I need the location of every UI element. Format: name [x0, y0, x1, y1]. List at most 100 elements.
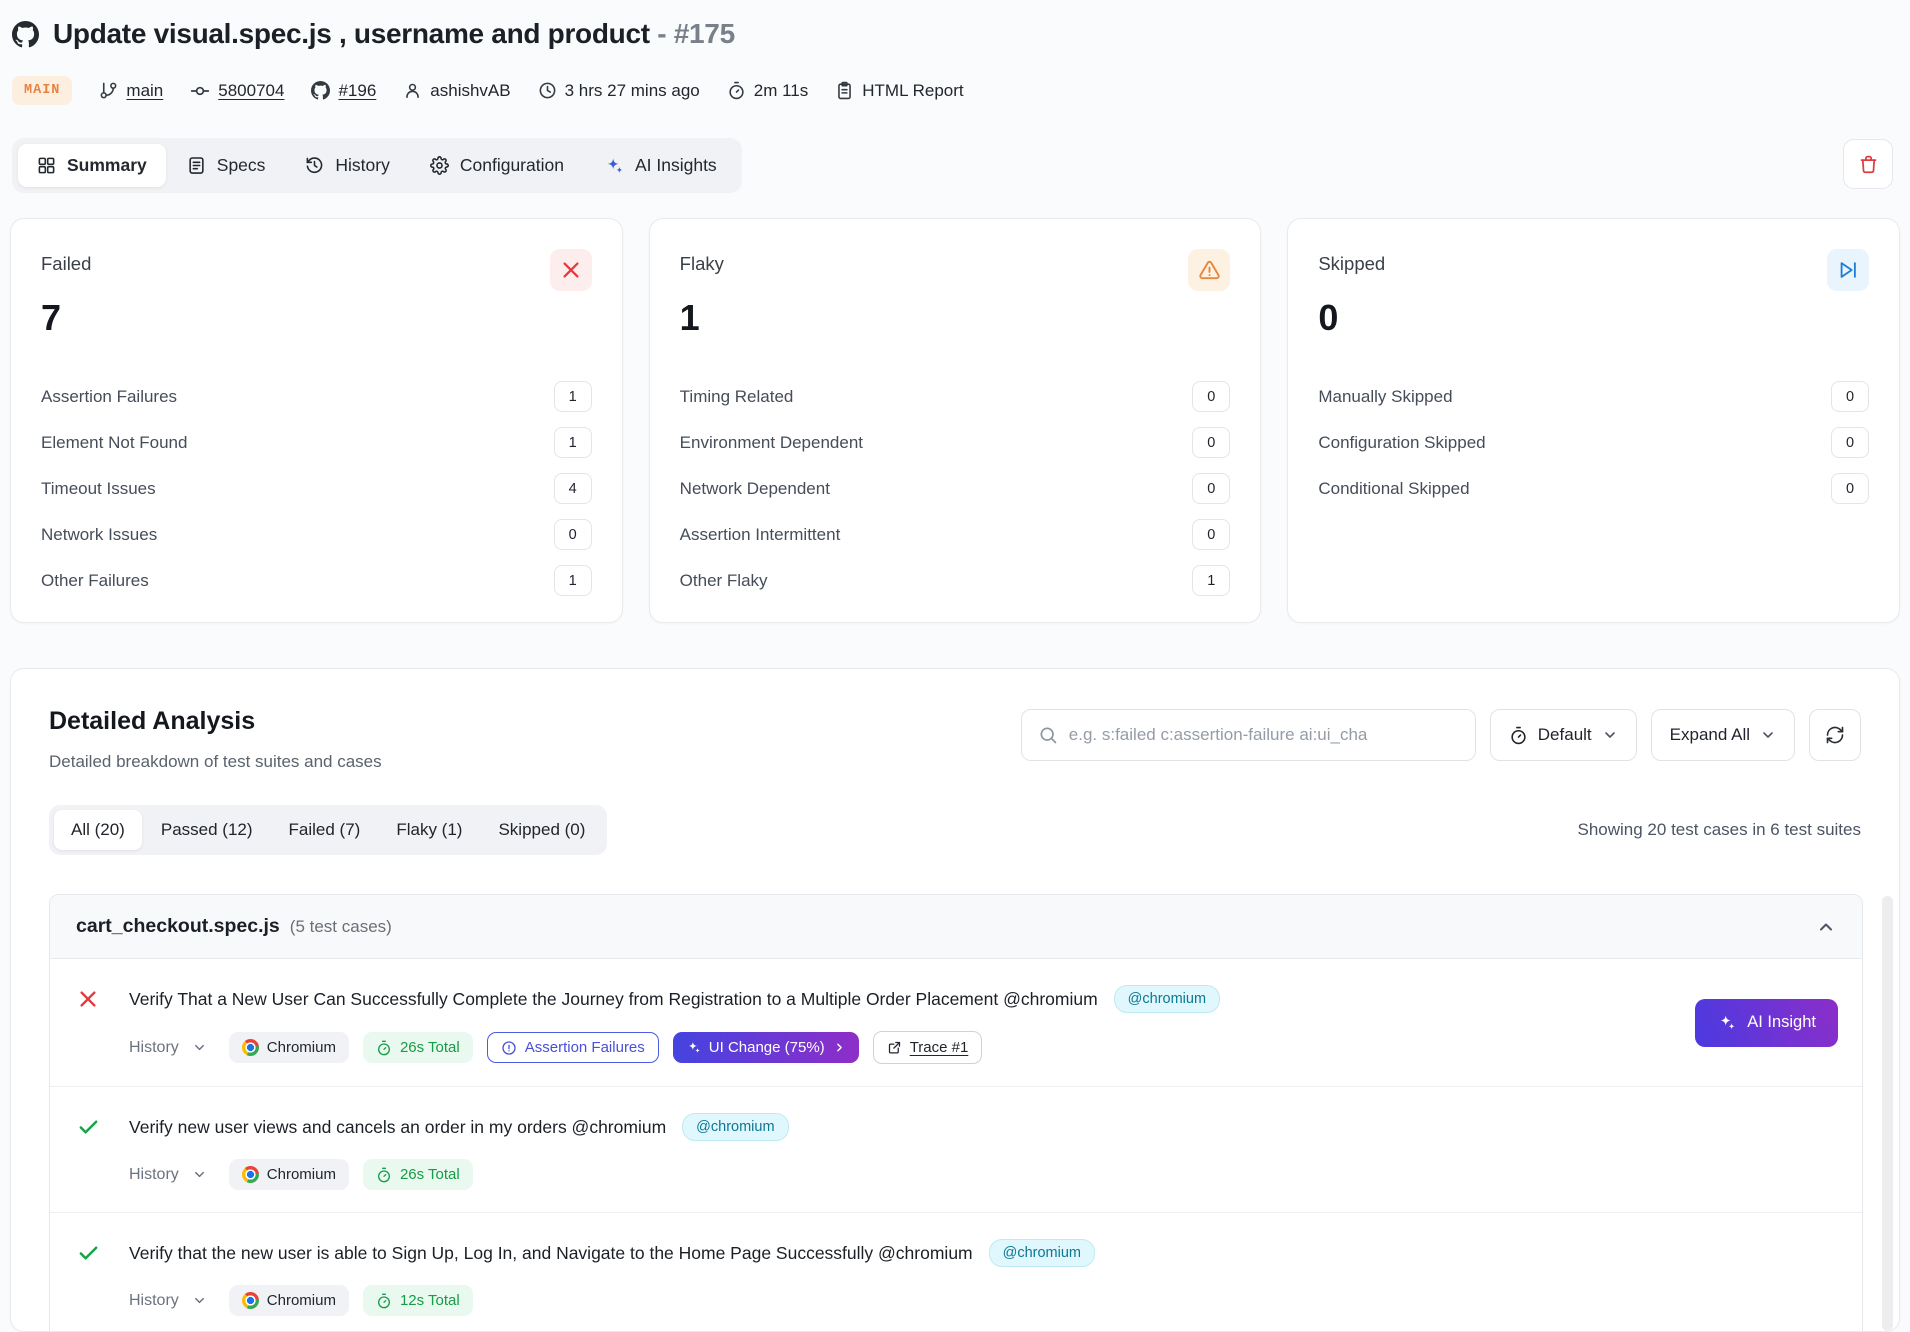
expand-all-button[interactable]: Expand All [1650, 709, 1795, 761]
tab-summary[interactable]: Summary [18, 144, 166, 187]
person-icon [403, 81, 422, 100]
card-item: Timing Related 0 [680, 381, 1231, 412]
card-item: Other Flaky 1 [680, 565, 1231, 596]
grid-icon [37, 156, 56, 175]
time-ago: 3 hrs 27 mins ago [538, 81, 700, 101]
html-report-link[interactable]: HTML Report [835, 81, 964, 101]
file-text-icon [187, 156, 206, 175]
warning-triangle-icon [1188, 249, 1231, 291]
sort-dropdown[interactable]: Default [1489, 709, 1637, 761]
history-toggle[interactable]: History [129, 1292, 207, 1310]
passed-status-icon [77, 1242, 99, 1265]
chromium-icon [241, 1292, 259, 1309]
test-row: Verify that the new user is able to Sign… [50, 1213, 1862, 1331]
failed-card: Failed 7 Assertion Failures 1 Element Not… [10, 218, 623, 623]
card-item: Element Not Found 1 [41, 427, 592, 458]
history-toggle[interactable]: History [129, 1039, 207, 1057]
github-icon [311, 81, 331, 100]
count-badge: 0 [1831, 473, 1870, 504]
clipboard-icon [835, 81, 854, 100]
commit-link[interactable]: 5800704 [190, 81, 284, 101]
filter-skipped[interactable]: Skipped (0) [498, 820, 586, 839]
skipped-count: 0 [1318, 297, 1339, 338]
analysis-controls: Default Expand All [1020, 709, 1861, 761]
card-item: Other Failures 1 [41, 565, 592, 596]
count-badge: 0 [1831, 427, 1870, 458]
count-badge: 1 [553, 381, 592, 412]
chromium-tag: @chromium [682, 1113, 789, 1141]
failed-count: 7 [41, 297, 62, 338]
chromium-tag: @chromium [988, 1239, 1095, 1267]
browser-badge: Chromium [228, 1032, 349, 1063]
tab-ai-insights[interactable]: AI Insights [585, 144, 736, 187]
env-badge: MAIN [12, 76, 73, 105]
duration-badge: 12s Total [362, 1285, 473, 1316]
test-row: Verify new user views and cancels an ord… [50, 1087, 1862, 1213]
ai-insight-button[interactable]: AI Insight [1695, 998, 1838, 1047]
detailed-analysis-card: Detailed Analysis Detailed breakdown of … [10, 668, 1900, 1332]
git-commit-icon [190, 81, 210, 101]
refresh-button[interactable] [1809, 709, 1861, 761]
card-title: Skipped [1318, 253, 1386, 274]
page-title: Update visual.spec.js , username and pro… [53, 18, 735, 49]
ui-change-badge[interactable]: UI Change (75%) [672, 1032, 859, 1063]
run-duration: 2m 11s [727, 81, 808, 101]
author: ashishvAB [403, 81, 511, 101]
chromium-icon [241, 1166, 259, 1183]
failure-category-badge[interactable]: Assertion Failures [486, 1032, 659, 1063]
search-input[interactable] [1068, 725, 1459, 745]
count-badge: 0 [1192, 519, 1231, 550]
filter-flaky[interactable]: Flaky (1) [396, 820, 463, 839]
failed-status-icon [77, 988, 99, 1010]
card-item: Manually Skipped 0 [1318, 381, 1870, 412]
test-row: Verify That a New User Can Successfully … [50, 959, 1862, 1087]
card-item: Network Issues 0 [41, 519, 592, 550]
chevron-up-icon[interactable] [1816, 917, 1836, 937]
showing-count-text: Showing 20 test cases in 6 test suites [1577, 820, 1862, 839]
count-badge: 1 [553, 427, 592, 458]
tab-history[interactable]: History [286, 144, 408, 187]
search-box [1020, 709, 1476, 761]
filter-all[interactable]: All (20) [54, 810, 142, 850]
branch-link[interactable]: main [99, 81, 163, 101]
trace-link[interactable]: Trace #1 [872, 1031, 983, 1064]
git-branch-icon [99, 81, 118, 100]
history-toggle[interactable]: History [129, 1166, 207, 1184]
flaky-count: 1 [679, 297, 700, 338]
clock-icon [538, 81, 557, 100]
scrollbar[interactable] [1882, 896, 1893, 1331]
count-badge: 0 [553, 519, 592, 550]
count-badge: 0 [1831, 381, 1870, 412]
skipped-card: Skipped 0 Manually Skipped 0 Configuratio… [1287, 218, 1901, 623]
tab-specs[interactable]: Specs [168, 144, 285, 187]
filter-passed[interactable]: Passed (12) [160, 820, 253, 839]
flaky-card: Flaky 1 Timing Related 0 Environment Depe… [648, 218, 1262, 623]
stopwatch-icon [727, 81, 746, 100]
status-filters: All (20) Passed (12) Failed (7) Flaky (1… [49, 805, 608, 855]
sparkles-icon [604, 156, 624, 176]
chevron-down-icon [1602, 727, 1618, 743]
tab-configuration[interactable]: Configuration [411, 144, 583, 187]
filter-row: All (20) Passed (12) Failed (7) Flaky (1… [49, 805, 1861, 855]
suite-header[interactable]: cart_checkout.spec.js (5 test cases) [50, 895, 1862, 959]
delete-run-button[interactable] [1843, 139, 1893, 189]
count-badge: 0 [1192, 427, 1231, 458]
card-item: Timeout Issues 4 [41, 473, 592, 504]
filter-failed[interactable]: Failed (7) [288, 820, 361, 839]
card-item: Assertion Intermittent 0 [680, 519, 1231, 550]
pull-request-link[interactable]: #196 [311, 81, 376, 101]
duration-badge: 26s Total [362, 1159, 473, 1190]
analysis-title: Detailed Analysis [49, 707, 256, 735]
browser-badge: Chromium [228, 1285, 349, 1316]
chevron-down-icon [192, 1293, 207, 1308]
chromium-tag: @chromium [1113, 985, 1221, 1013]
chevron-down-icon [192, 1167, 207, 1182]
run-number: - #175 [657, 18, 735, 49]
card-title: Flaky [679, 253, 724, 274]
page-header: Update visual.spec.js , username and pro… [12, 18, 735, 50]
count-badge: 1 [553, 565, 592, 596]
test-suite: cart_checkout.spec.js (5 test cases) Ver… [49, 894, 1863, 1331]
search-icon [1038, 725, 1058, 745]
card-item: Conditional Skipped 0 [1318, 473, 1870, 504]
